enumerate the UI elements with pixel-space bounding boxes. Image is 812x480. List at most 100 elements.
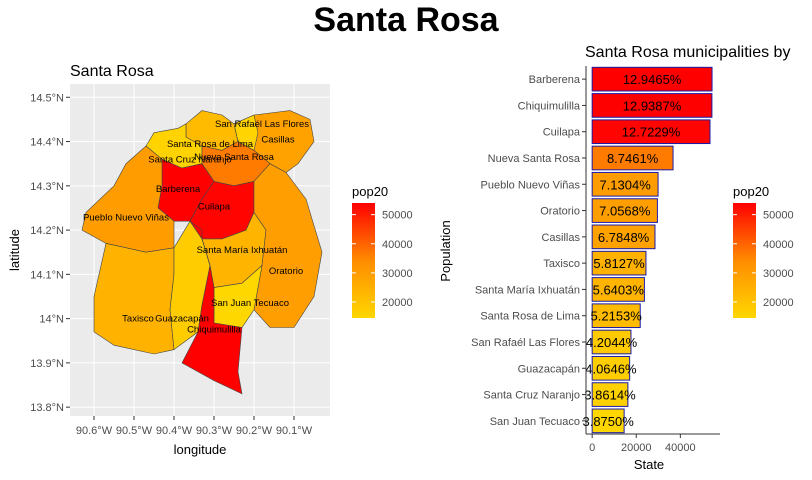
bar-data-label: 7.0568% [599,204,651,219]
map-y-tick-label: 13.8°N [30,402,64,414]
bar-category-label: Santa Rosa de Lima [480,311,581,323]
bar-category-label: Santa Cruz Naranjo [483,390,580,402]
bar [591,66,713,92]
legend-tick-label: 40000 [763,239,794,251]
map-region-label: Taxisco [122,314,154,325]
bar-data-label: 4.0646% [585,361,637,376]
bar [591,408,625,434]
map-region-labels: Santa Rosa de Lima Santa Cruz Naranjo Casi… [83,119,309,336]
bar [591,277,645,302]
legend-tick-label: 50000 [382,210,413,222]
map-region-label: Casillas [261,134,295,145]
bar-data-label: 12.7229% [622,125,681,140]
bar-data-label: 3.8750% [582,414,634,429]
map-region-label: Santa Rosa de Lima [167,139,254,150]
map-region-label: Nueva Santa Rosa [194,152,274,163]
map-y-tick-label: 14.4°N [30,137,64,149]
map-x-tick-label: 90.3°W [196,425,233,437]
map-region-label: Barberena [156,184,201,195]
bar-data-label: 12.9465% [623,72,682,87]
bar-category-label: Casillas [541,232,580,244]
map-legend-colorbar [352,203,375,318]
map-region [181,220,243,395]
bar-legend-ticks: 20000 30000 40000 50000 [733,210,794,309]
bar-x-tick-label: 40000 [665,442,696,454]
bar-x-tick-label: 20000 [621,442,652,454]
map-title: Santa Rosa [70,63,154,80]
bar-data-label: 6.7848% [598,230,650,245]
bar-data-label: 12.9387% [623,98,682,113]
map-region-label: Chiquimulilla [187,325,242,336]
map-region-label: San Rafaél Las Flores [215,119,309,130]
bar-data-label: 4.2044% [586,335,638,350]
map-legend-title: pop20 [352,184,388,199]
legend-tick-label: 40000 [382,239,413,251]
map-region [93,243,175,355]
bar-x-axis-title: State [634,457,664,472]
bar-rows: Barberena 12.9465% Chiquimulilla 12.9387% Cu… [471,66,713,434]
bar-x-axis: 0 20000 40000 [589,434,696,454]
legend-tick-label: 50000 [763,210,794,222]
bar [591,303,641,329]
bar [591,329,632,355]
bar-category-label: Guazacapán [518,363,580,375]
map-x-axis-title: longitude [174,442,227,457]
bar [591,250,647,276]
bar-category-label: Pueblo Nuevo Viñas [481,179,581,191]
map-y-tick-label: 14°N [39,314,64,326]
bar-data-label: 5.2153% [591,309,643,324]
map-x-tick-label: 90.1°W [276,425,313,437]
map-legend-ticks: 20000 30000 40000 50000 [352,210,413,309]
main-title: Santa Rosa [313,1,499,39]
map-region-label: Santa Cruz Naranjo [148,154,231,165]
bar [591,145,674,171]
bar-chart-title: Santa Rosa municipalities by [585,44,790,61]
bar-category-label: Nueva Santa Rosa [488,153,581,165]
map-region-label: Santa María Ixhuatán [197,245,288,256]
map-x-axis: 90.6°W 90.5°W 90.4°W 90.3°W 90.2°W 90.1°W [76,416,313,437]
bar-data-label: 8.7461% [607,151,659,166]
map-region-label: San Juan Tecuaco [211,298,289,309]
map-x-tick-label: 90.4°W [156,425,193,437]
bar-legend-title: pop20 [733,184,769,199]
bar [591,355,631,381]
map-y-axis-title: latitude [7,229,22,271]
legend-tick-label: 30000 [763,268,794,280]
bar [591,119,711,145]
bar-x-tick-label: 0 [589,442,595,454]
map-y-tick-label: 14.5°N [30,92,64,104]
bar-data-label: 5.8127% [593,256,645,271]
bar-category-label: Barberena [529,74,581,86]
legend-tick-label: 30000 [382,268,413,280]
map-y-tick-label: 13.9°N [30,358,64,370]
bar-data-label: 5.6403% [593,282,645,297]
bar-category-label: Santa María Ixhuatán [475,284,580,296]
bar-category-label: Oratorio [540,206,580,218]
map-region-label: Oratorio [269,266,303,277]
map-x-tick-label: 90.5°W [116,425,153,437]
legend-tick-label: 20000 [763,297,794,309]
map-region-label: Guazacapán [155,314,209,325]
bar-data-label: 3.8614% [584,388,636,403]
bar [591,171,659,197]
map-y-axis: 14.5°N 14.4°N 14.3°N 14.2°N 14.1°N 14°N 13.9°N… [30,92,70,414]
bar [591,382,629,407]
bar [591,224,656,250]
map-x-tick-label: 90.6°W [76,425,113,437]
bar-legend-colorbar [733,203,756,318]
map-y-tick-label: 14.1°N [30,269,64,281]
bar-category-label: San Juan Tecuaco [490,416,580,428]
map-x-tick-label: 90.2°W [236,425,273,437]
legend-tick-label: 20000 [382,297,413,309]
bar-y-axis-title: Population [438,220,453,281]
map-region [253,163,323,328]
bar-category-label: San Rafaél Las Flores [471,337,580,349]
map-region-label: Pueblo Nuevo Viñas [83,213,169,224]
bar-category-label: Taxisco [543,258,580,270]
map-region [233,114,259,151]
bar-category-label: Cuilapa [543,127,581,139]
bar [591,93,713,118]
bar-category-label: Chiquimulilla [518,100,581,112]
bar-data-label: 7.1304% [599,177,651,192]
